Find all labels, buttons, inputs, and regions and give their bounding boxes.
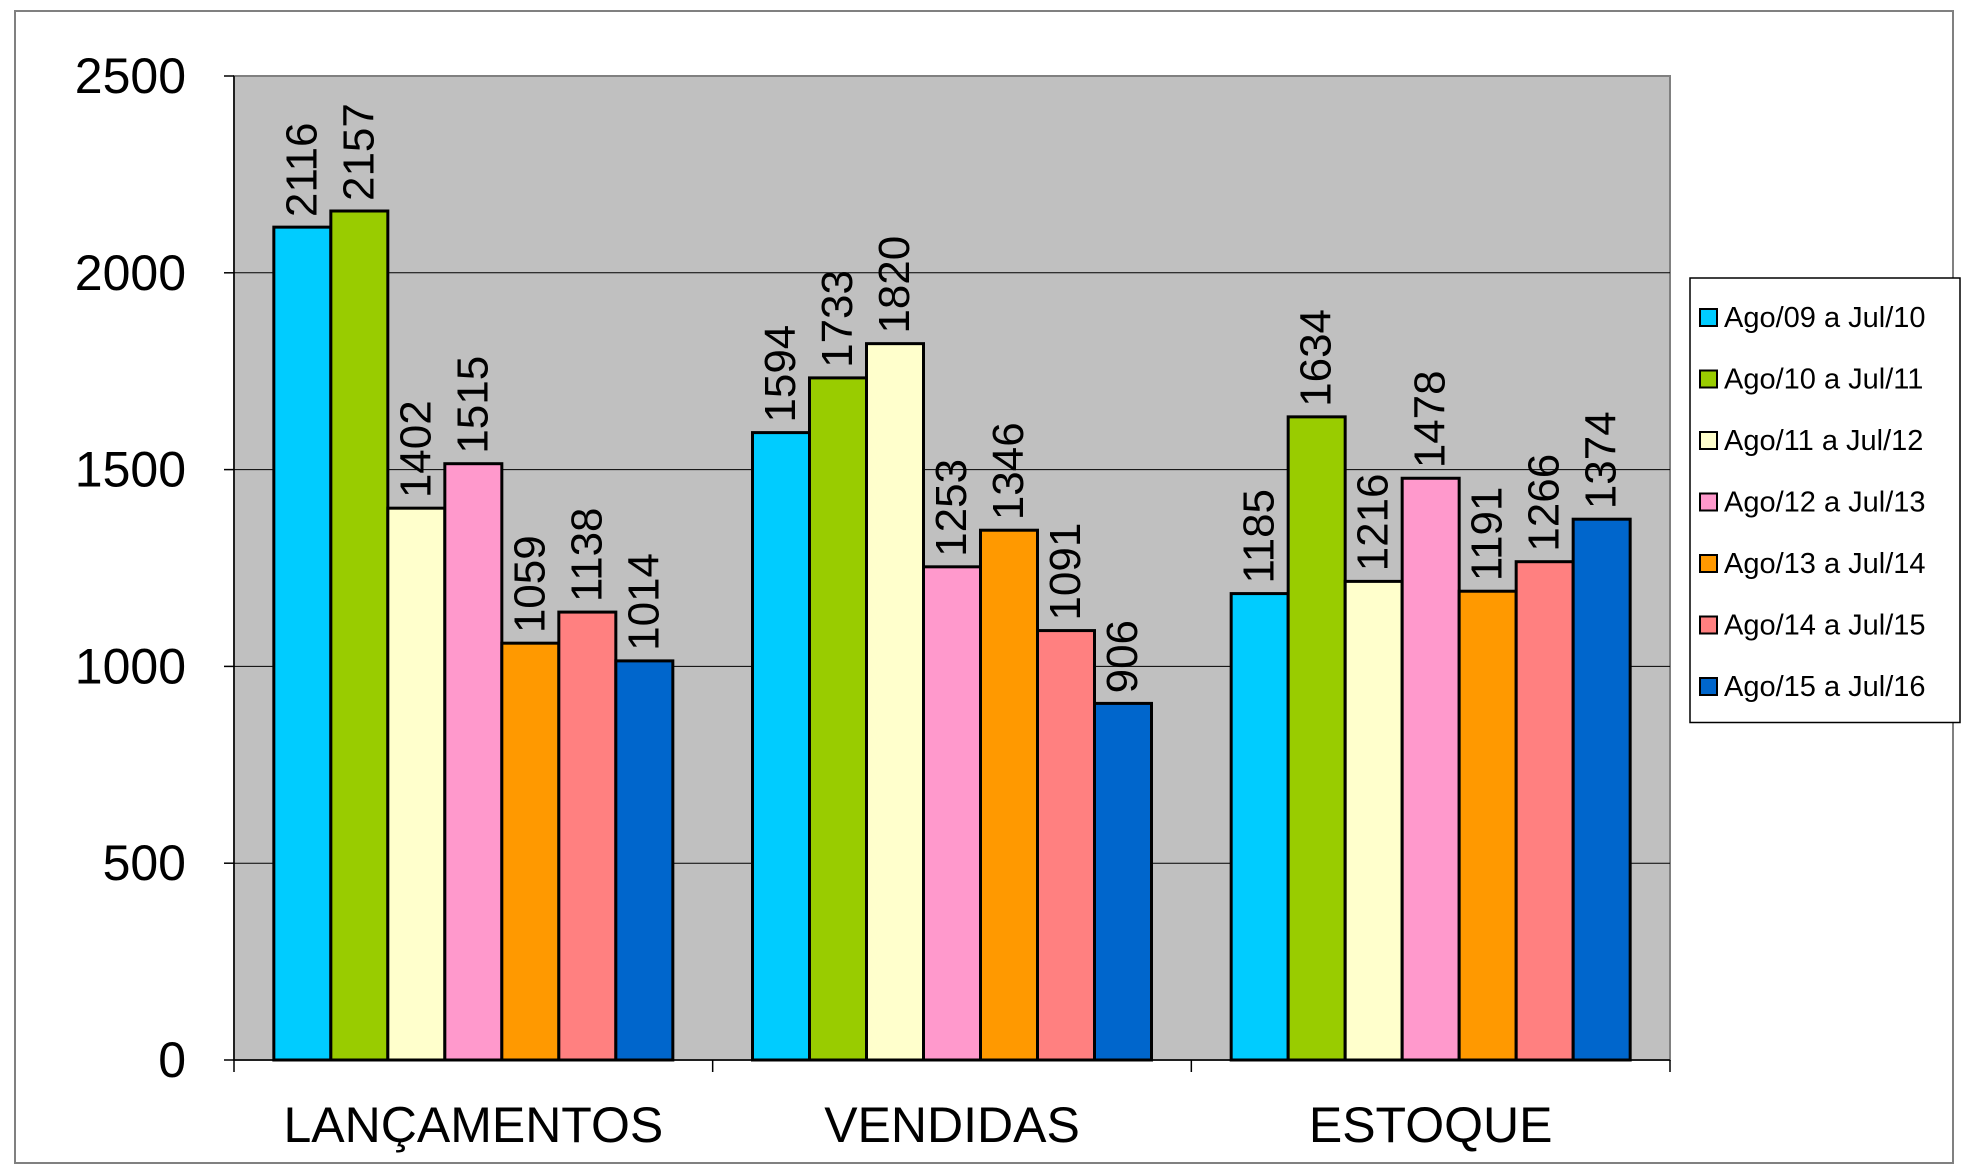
data-label: 906 [1098, 620, 1147, 693]
bar [1036, 629, 1096, 1062]
bar [272, 225, 333, 1062]
bar [751, 431, 811, 1062]
data-label: 1059 [505, 535, 554, 633]
bar [865, 342, 925, 1062]
bar [386, 506, 447, 1062]
bar [443, 462, 504, 1062]
legend-swatch [1699, 492, 1718, 512]
legend-swatch [1699, 431, 1718, 450]
x-category-label: ESTOQUE [1309, 1097, 1553, 1153]
data-label: 1185 [1235, 489, 1284, 584]
data-label: 1216 [1349, 473, 1398, 571]
bar [1571, 517, 1632, 1062]
data-label: 2116 [277, 123, 326, 218]
y-tick-label: 0 [158, 1032, 186, 1088]
data-label: 1138 [562, 507, 611, 602]
y-tick-label: 2500 [75, 48, 186, 104]
legend-swatch [1699, 308, 1718, 327]
legend-label: Ago/15 a Jul/16 [1724, 671, 1926, 703]
bar [979, 528, 1039, 1062]
bar [1514, 560, 1575, 1062]
bar [1093, 701, 1153, 1062]
data-label: 1091 [1041, 523, 1090, 621]
data-label: 1346 [984, 422, 1033, 520]
y-tick-label: 500 [103, 835, 186, 891]
bar [1400, 476, 1461, 1062]
bar [1343, 579, 1404, 1062]
bar [1229, 592, 1290, 1062]
legend-label: Ago/13 a Jul/14 [1724, 548, 1926, 580]
legend-swatch [1699, 677, 1718, 696]
data-label: 1478 [1406, 370, 1455, 468]
data-label: 1594 [756, 325, 805, 423]
legend-swatch [1699, 369, 1718, 389]
data-label: 1266 [1520, 454, 1569, 552]
x-category-label: LANÇAMENTOS [283, 1097, 663, 1153]
legend-box [1689, 277, 1961, 724]
axes: 0 500 1000 1500 2000 2500 LANÇAMENTOS VENDIDAS E… [75, 48, 1671, 1153]
legend-label: Ago/11 a Jul/12 [1724, 425, 1923, 457]
bar [1457, 589, 1518, 1062]
legend-label: Ago/12 a Jul/13 [1724, 487, 1926, 519]
bar [1286, 415, 1347, 1062]
data-label: 1191 [1463, 487, 1512, 582]
legend-swatch [1699, 554, 1718, 573]
bar [557, 610, 618, 1062]
bar [500, 641, 561, 1062]
bar [922, 565, 982, 1062]
x-category-label: VENDIDAS [824, 1097, 1080, 1153]
data-label: 2157 [334, 103, 383, 201]
bar [614, 659, 675, 1062]
y-tick-label: 1000 [75, 638, 186, 694]
bar [808, 376, 868, 1062]
legend: Ago/09 a Jul/10 Ago/10 a Jul/11 Ago/11 a J… [1689, 277, 1961, 724]
data-label: 1402 [391, 400, 440, 498]
legend-label: Ago/10 a Jul/11 [1724, 364, 1923, 396]
data-label: 1820 [870, 236, 919, 334]
bar [329, 209, 390, 1062]
y-tick-label: 2000 [75, 245, 186, 301]
legend-label: Ago/14 a Jul/15 [1724, 610, 1926, 642]
y-tick-label: 1500 [75, 442, 186, 498]
data-label: 1733 [813, 270, 862, 368]
legend-label: Ago/09 a Jul/10 [1724, 302, 1926, 334]
data-label: 1515 [448, 356, 497, 454]
data-label: 1253 [927, 459, 976, 557]
data-label: 1374 [1577, 411, 1626, 509]
data-label: 1014 [619, 553, 668, 651]
legend-swatch [1699, 615, 1718, 635]
data-label: 1634 [1292, 309, 1341, 407]
